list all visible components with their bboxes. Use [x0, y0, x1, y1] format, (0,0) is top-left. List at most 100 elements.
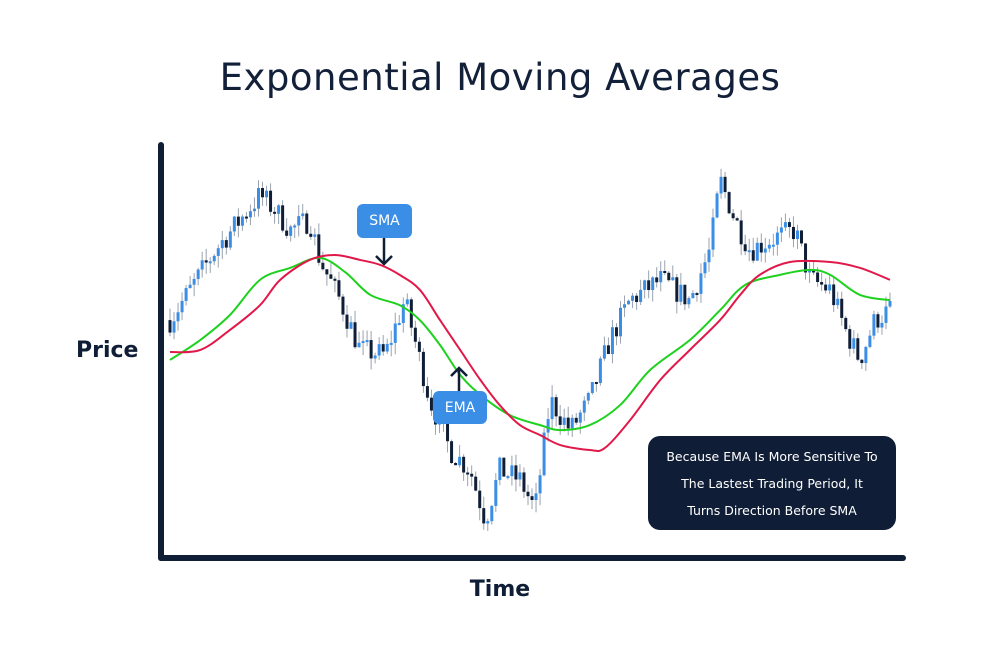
- candle-body: [695, 293, 699, 296]
- candle-body: [703, 262, 707, 274]
- candle-body: [265, 190, 269, 198]
- candle-body: [820, 282, 824, 285]
- candle-body: [530, 496, 534, 500]
- candlestick: [397, 314, 401, 326]
- candlestick: [450, 439, 454, 464]
- note-line: Turns Direction Before SMA: [687, 502, 857, 518]
- candle-body: [413, 327, 417, 342]
- y-axis-label: Price: [76, 338, 139, 363]
- candle-body: [574, 417, 578, 423]
- candle-body: [454, 462, 458, 466]
- candlestick: [289, 224, 293, 242]
- candlestick: [425, 377, 429, 402]
- candlestick: [635, 292, 639, 310]
- candle-body: [602, 345, 606, 359]
- candle-body: [771, 244, 775, 247]
- candle-body: [425, 386, 429, 398]
- candle-body: [522, 472, 526, 492]
- candle-body: [691, 293, 695, 299]
- candle-body: [635, 295, 639, 303]
- note-line: Because EMA Is More Sensitive To: [666, 448, 878, 464]
- candlestick: [880, 315, 884, 335]
- candle-body: [188, 284, 192, 289]
- candlestick: [848, 324, 852, 357]
- candlestick: [868, 329, 872, 349]
- candle-body: [325, 269, 329, 275]
- candlestick: [719, 168, 723, 199]
- candlestick: [514, 454, 518, 492]
- candle-body: [200, 260, 204, 270]
- candlestick: [224, 236, 228, 255]
- candlestick: [208, 257, 212, 273]
- candlestick: [655, 267, 659, 288]
- candlestick: [735, 216, 739, 222]
- candlestick: [297, 205, 301, 237]
- candlestick: [486, 518, 490, 531]
- candle-body: [429, 397, 433, 411]
- candle-body: [176, 312, 180, 322]
- candle-body: [450, 441, 454, 463]
- candlestick: [699, 263, 703, 303]
- candle-body: [840, 298, 844, 318]
- candlestick: [787, 218, 791, 238]
- candle-body: [369, 340, 373, 359]
- candle-body: [868, 335, 872, 347]
- candle-body: [723, 176, 727, 193]
- candlestick: [703, 253, 707, 279]
- candle-body: [800, 230, 804, 244]
- candle-body: [228, 231, 232, 248]
- candlestick: [639, 279, 643, 305]
- candlestick: [409, 297, 413, 336]
- candlestick: [884, 296, 888, 330]
- candle-body: [667, 272, 671, 281]
- candlestick: [679, 272, 683, 306]
- candlestick: [321, 251, 325, 271]
- candlestick: [852, 330, 856, 354]
- candlestick: [610, 319, 614, 364]
- candlestick: [176, 302, 180, 331]
- candlestick: [212, 254, 216, 265]
- candlestick: [562, 408, 566, 432]
- candle-body: [763, 248, 767, 253]
- candlestick: [695, 291, 699, 302]
- candle-body: [313, 234, 317, 237]
- candlestick: [550, 385, 554, 429]
- candle-body: [643, 280, 647, 290]
- candlestick: [727, 191, 731, 215]
- candlestick: [606, 337, 610, 355]
- candle-body: [333, 278, 337, 281]
- candle-body: [623, 304, 627, 308]
- candlestick: [273, 206, 277, 224]
- chart-title: Exponential Moving Averages: [219, 56, 781, 99]
- sma-arrow-icon: [375, 238, 393, 266]
- candle-body: [606, 345, 610, 355]
- candlestick: [602, 336, 606, 361]
- candlestick: [598, 356, 602, 386]
- candle-body: [281, 205, 285, 231]
- candle-body: [739, 220, 743, 245]
- candlestick: [800, 229, 804, 247]
- candle-body: [309, 233, 313, 237]
- candlestick: [369, 331, 373, 370]
- candlestick: [570, 414, 574, 437]
- candlestick: [836, 291, 840, 310]
- candle-body: [373, 355, 377, 359]
- candlestick: [474, 471, 478, 492]
- candlestick: [828, 274, 832, 295]
- candle-body: [747, 250, 751, 253]
- candlestick: [220, 231, 224, 260]
- candlestick: [216, 244, 220, 268]
- candlestick: [783, 213, 787, 232]
- candlestick: [759, 233, 763, 262]
- candle-body: [546, 419, 550, 433]
- candle-body: [397, 323, 401, 326]
- candlestick: [385, 338, 389, 355]
- candlestick: [417, 337, 421, 362]
- candle-body: [554, 397, 558, 417]
- candle-body: [478, 490, 482, 509]
- candlestick: [309, 226, 313, 240]
- candlestick: [421, 348, 425, 393]
- candle-body: [558, 416, 562, 425]
- candle-body: [526, 491, 530, 497]
- candlestick: [731, 208, 735, 221]
